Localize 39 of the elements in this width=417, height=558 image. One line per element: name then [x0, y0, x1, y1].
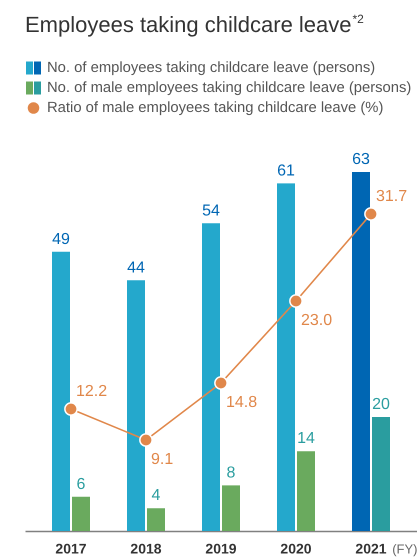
bar: [72, 496, 90, 531]
point: [139, 433, 153, 447]
point: [364, 207, 378, 221]
data-label: 31.7: [376, 188, 408, 205]
data-label: 4: [152, 487, 161, 504]
data-label: 6: [76, 476, 86, 493]
bar: [372, 417, 390, 531]
bar: [127, 280, 145, 531]
bar: [352, 172, 370, 531]
x-tick-label: 2020: [280, 540, 312, 556]
x-tick-label: 2017: [55, 540, 87, 556]
bar: [222, 485, 240, 531]
legend-label: No. of employees taking childcare leave (persons): [47, 60, 376, 76]
legend-label: No. of male employees taking childcare leave (persons): [47, 80, 412, 96]
x-tick-label: 2021: [355, 540, 387, 556]
bar: [202, 223, 220, 531]
data-label: 44: [127, 259, 145, 276]
data-label: 20: [372, 396, 390, 414]
legend-label: Ratio of male employees taking childcare leave (%): [47, 100, 384, 116]
data-label: 12.2: [76, 383, 108, 400]
bar: [147, 508, 165, 531]
data-label: 23.0: [301, 312, 332, 329]
x-tick-label: 2018: [130, 540, 162, 556]
data-label: 49: [52, 230, 70, 248]
point: [64, 402, 78, 416]
data-label: 63: [352, 151, 370, 168]
data-label: 14: [297, 430, 315, 448]
bar: [297, 451, 315, 531]
x-tick-label: 2019: [205, 540, 237, 556]
bar: [277, 183, 295, 531]
data-label: 8: [226, 464, 236, 482]
bar: [52, 252, 70, 531]
data-label: 9.1: [151, 451, 174, 468]
data-label: 61: [277, 162, 295, 180]
data-label: 54: [202, 202, 220, 220]
point: [214, 376, 228, 390]
data-label: 14.8: [226, 394, 258, 411]
point: [289, 294, 303, 308]
x-axis-title: (FY): [392, 542, 417, 556]
